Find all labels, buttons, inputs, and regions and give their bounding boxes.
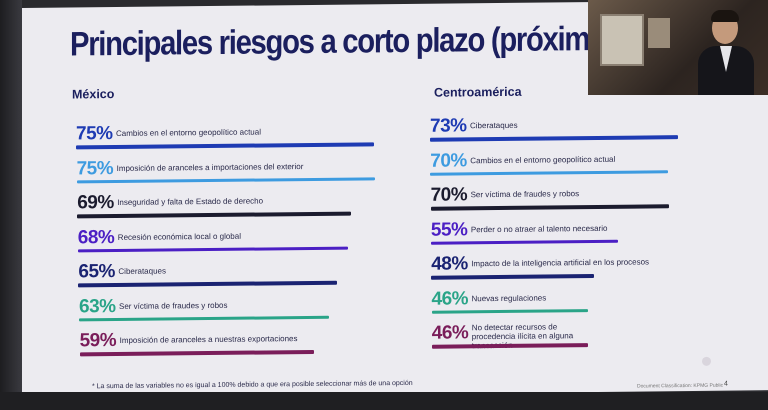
centroamerica-risk-row: 70% Cambios en el entorno geopolítico act… [430, 147, 768, 181]
webcam-background-window [600, 14, 644, 66]
risk-label: Perder o no atraer al talento necesario [470, 223, 608, 234]
centroamerica-risk-row: 55% Perder o no atraer al talento necesar… [430, 216, 768, 250]
risk-label: Inseguridad y falta de Estado de derecho [117, 196, 264, 208]
risk-percentage: 59% [79, 330, 117, 352]
risk-label: Imposición de aranceles a nuestras expor… [119, 334, 298, 345]
centroamerica-risk-row: 73% Ciberataques [430, 112, 768, 146]
mexico-risk-row: 75% Cambios en el entorno geopolítico act… [76, 120, 416, 154]
centroamerica-risk-row: 46% No detectar recursos de procedencia i… [431, 319, 768, 353]
risk-label: Ser víctima de fraudes y robos [119, 300, 228, 311]
risk-bar [431, 274, 595, 280]
risk-bar [78, 280, 337, 287]
risk-label: Cambios en el entorno geopolítico actual [470, 154, 616, 165]
webcam-presenter [698, 10, 754, 95]
risk-percentage: 70% [430, 184, 468, 206]
page-number: 4 [724, 380, 728, 388]
webcam-background-frame [648, 18, 670, 48]
risk-percentage: 75% [76, 157, 114, 179]
risk-percentage: 46% [431, 322, 469, 344]
risk-label: Recesión económica local o global [117, 231, 241, 242]
risk-bar [76, 142, 374, 149]
mexico-risk-row: 65% Ciberataques [78, 258, 418, 292]
risk-label: Cambios en el entorno geopolítico actual [116, 127, 261, 139]
risk-label: Impacto de la inteligencia artificial en… [471, 257, 650, 269]
risk-bar [79, 315, 330, 322]
risk-bar [430, 135, 679, 142]
webcam-overlay [588, 0, 768, 95]
risk-percentage: 70% [430, 149, 467, 172]
mexico-risk-row: 69% Inseguridad y falta de Estado de dere… [77, 189, 417, 223]
centroamerica-risk-row: 70% Ser víctima de fraudes y robos [430, 181, 768, 215]
mexico-heading: México [72, 87, 115, 102]
footnote: * La suma de las variables no es igual a… [92, 379, 413, 391]
risk-percentage: 69% [77, 192, 114, 214]
mexico-risk-row: 59% Imposición de aranceles a nuestras ex… [79, 327, 420, 361]
risk-percentage: 75% [76, 123, 113, 145]
mexico-risk-row: 75% Imposición de aranceles a importacion… [76, 154, 417, 188]
document-classification: Document Classification: KPMG Public [637, 382, 724, 390]
slide-dot [702, 356, 711, 366]
risk-percentage: 46% [431, 287, 469, 310]
risk-percentage: 73% [430, 115, 467, 137]
risk-percentage: 48% [431, 253, 468, 275]
mexico-risk-row: 63% Ser víctima de fraudes y robos [79, 292, 419, 326]
screen-bezel-left [0, 0, 22, 410]
risk-label: Ciberataques [470, 120, 518, 131]
risk-percentage: 68% [77, 226, 115, 248]
risk-label: Imposición de aranceles a importaciones … [116, 161, 304, 173]
risk-bar [76, 176, 375, 184]
centroamerica-risk-row: 48% Impacto de la inteligencia artificial… [431, 250, 768, 284]
risk-bar [77, 246, 348, 253]
centroamerica-heading: Centroamérica [434, 84, 522, 100]
risk-bar [77, 211, 352, 218]
risk-label: Ciberataques [118, 266, 166, 276]
risk-label: Ser víctima de fraudes y robos [470, 189, 580, 200]
risk-percentage: 55% [430, 218, 468, 241]
centroamerica-risk-row: 46% Nuevas regulaciones [431, 285, 768, 319]
risk-label: Nuevas regulaciones [471, 293, 547, 303]
mexico-risk-row: 68% Recesión económica local o global [77, 223, 418, 257]
screen-bezel-bottom [0, 392, 768, 410]
risk-percentage: 63% [79, 295, 116, 317]
risk-percentage: 65% [78, 261, 115, 283]
